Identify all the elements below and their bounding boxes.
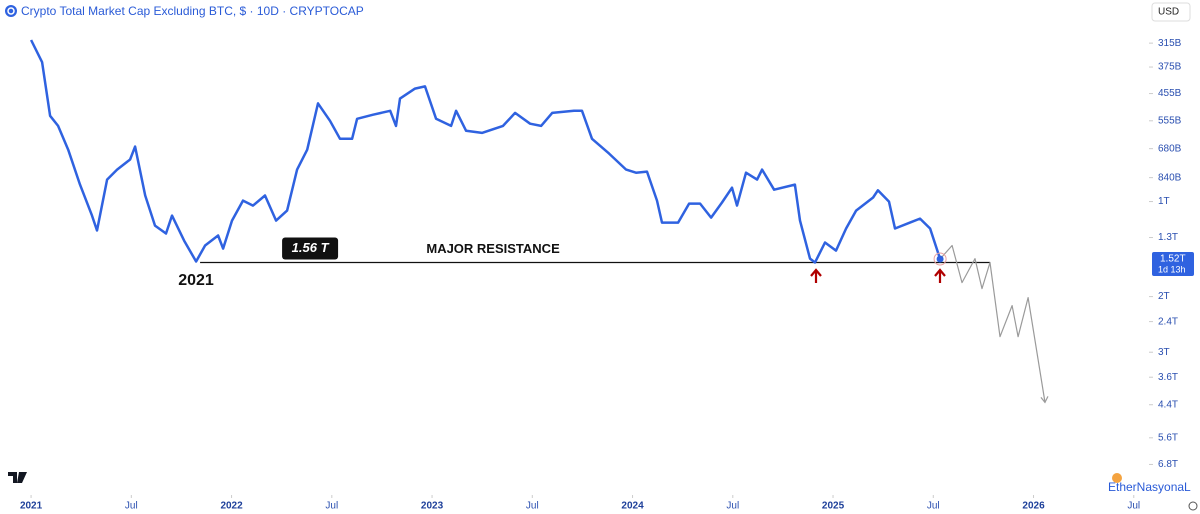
projection-line	[939, 244, 1046, 403]
price-line	[29, 39, 942, 264]
low-label: 2021	[178, 272, 214, 289]
x-tick-label: Jul	[125, 501, 138, 512]
y-tick-label: 2.4T	[1158, 316, 1178, 327]
resistance-label: 1.56 T	[292, 240, 330, 255]
y-tick-label: 4.4T	[1158, 399, 1178, 410]
y-tick-label: 3T	[1158, 347, 1170, 358]
last-price-ring	[933, 252, 947, 266]
projection-arrowhead	[1040, 396, 1049, 404]
watermark: EtherNasyonaL	[1108, 480, 1191, 494]
x-tick-label: Jul	[526, 501, 539, 512]
y-tick-label: 3.6T	[1158, 372, 1178, 383]
y-tick-label: 840B	[1158, 172, 1182, 183]
last-price-countdown: 1d 13h	[1158, 264, 1186, 274]
x-tick-label: 2022	[220, 501, 243, 512]
chart-title: Crypto Total Market Cap Excluding BTC, $…	[21, 4, 364, 18]
y-tick-label: 555B	[1158, 115, 1182, 126]
y-tick-label: 680B	[1158, 143, 1182, 154]
arrow-up	[810, 268, 822, 283]
currency[interactable]: USD	[1158, 7, 1179, 18]
x-tick-label: 2023	[421, 501, 444, 512]
last-price-dot	[936, 255, 944, 263]
x-tick-label: 2021	[20, 501, 43, 512]
y-tick-label: 315B	[1158, 38, 1182, 49]
resistance-badge	[282, 237, 339, 260]
x-tick-label: Jul	[726, 501, 739, 512]
y-tick-label: 2T	[1158, 291, 1170, 302]
arrow-up	[934, 268, 946, 283]
x-tick-label: Jul	[1127, 501, 1140, 512]
watermark-icon	[1112, 473, 1122, 483]
x-tick-label: 2024	[621, 501, 644, 512]
last-price-label: 1.52T	[1160, 254, 1186, 265]
y-tick-label: 455B	[1158, 88, 1182, 99]
symbol-logo-ring	[7, 7, 15, 15]
symbol-logo	[5, 5, 17, 17]
x-tick-label: Jul	[927, 501, 940, 512]
y-tick-label: 375B	[1158, 62, 1182, 73]
currency-button[interactable]	[1151, 2, 1191, 22]
tv-logo	[8, 472, 27, 483]
x-tick-label: 2026	[1022, 501, 1045, 512]
x-tick-label: 2025	[822, 501, 845, 512]
resistance-text: MAJOR RESISTANCE	[426, 241, 560, 256]
last-price-badge	[1152, 251, 1194, 276]
y-tick-label: 1.3T	[1158, 232, 1178, 243]
settings-icon[interactable]	[1188, 501, 1198, 511]
x-tick-label: Jul	[325, 501, 338, 512]
y-tick-label: 6.8T	[1158, 459, 1178, 470]
y-tick-label: 5.6T	[1158, 432, 1178, 443]
y-tick-label: 1T	[1158, 196, 1170, 207]
